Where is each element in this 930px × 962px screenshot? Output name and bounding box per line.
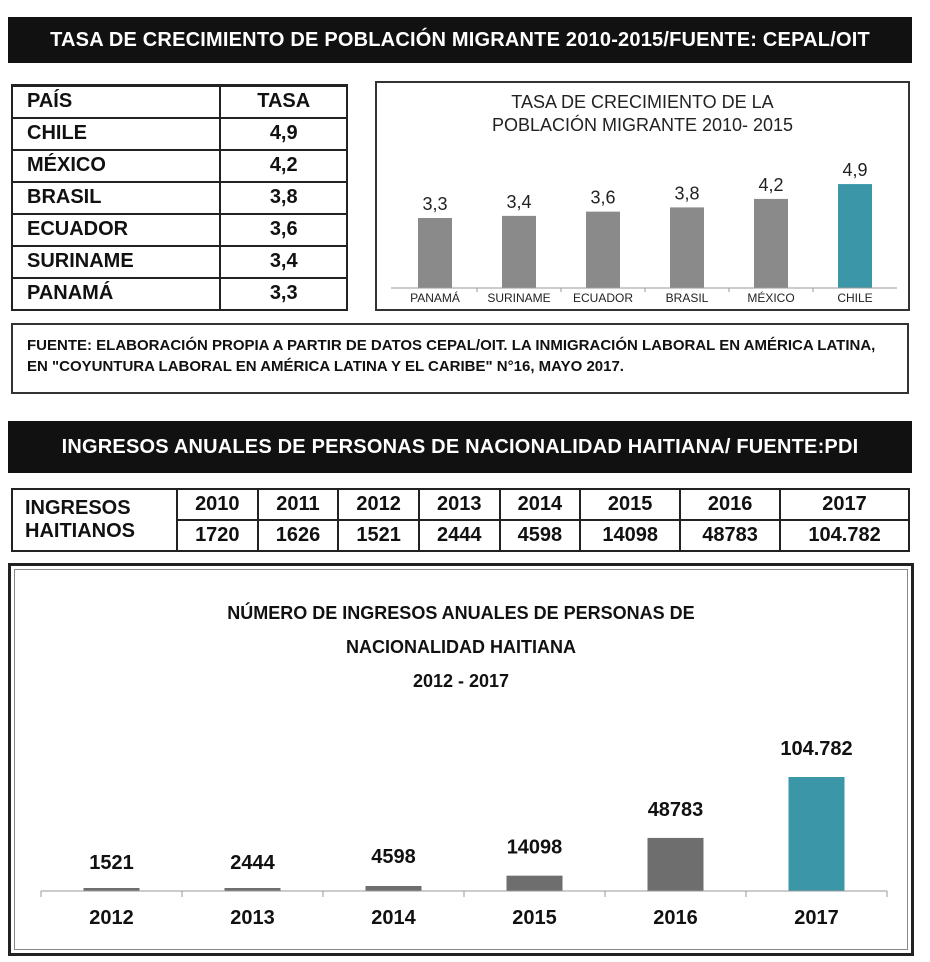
- value-cell: 1720: [176, 519, 259, 552]
- year-cell: 2012: [337, 488, 420, 521]
- country-cell: CHILE: [10, 116, 222, 151]
- bar-ecuador: [586, 211, 620, 288]
- value-cell: 1626: [256, 519, 340, 552]
- value-cell: 1521: [337, 519, 420, 552]
- x-tick-label: PANAMÁ: [410, 290, 460, 305]
- bar-chile: [838, 184, 872, 288]
- value-cell: 2444: [417, 519, 501, 552]
- source-note: FUENTE: ELABORACIÓN PROPIA A PARTIR DE D…: [11, 323, 909, 394]
- haitian-entries-table: INGRESOS HAITIANOS 2010 2011 2012 2013 2…: [11, 488, 910, 552]
- data-label: 2444: [230, 852, 275, 874]
- banner-growth-rate: TASA DE CRECIMIENTO DE POBLACIÓN MIGRANT…: [8, 17, 912, 63]
- growth-rate-chart: TASA DE CRECIMIENTO DE LA POBLACIÓN MIGR…: [375, 81, 910, 311]
- data-label: 3,4: [506, 192, 531, 212]
- table-row: ECUADOR 3,6: [10, 212, 348, 247]
- table-row: BRASIL 3,8: [10, 180, 348, 215]
- value-cell: 14098: [579, 519, 682, 552]
- year-cell: 2013: [417, 488, 501, 521]
- chart-title-line: POBLACIÓN MIGRANTE 2010- 2015: [491, 115, 794, 135]
- bar-2014: [365, 885, 422, 891]
- bar-brasil: [670, 207, 704, 288]
- table-header-row: PAÍS TASA: [10, 84, 348, 119]
- country-cell: PANAMÁ: [10, 276, 222, 311]
- x-tick-label: 2013: [230, 907, 275, 929]
- x-tick-label: CHILE: [837, 291, 872, 305]
- rate-cell: 3,8: [219, 180, 348, 215]
- bar-méxico: [754, 198, 788, 288]
- x-tick-label: MÉXICO: [747, 290, 794, 305]
- year-cell: 2016: [679, 488, 782, 521]
- year-cell: 2010: [176, 488, 259, 521]
- rate-cell: 3,6: [219, 212, 348, 247]
- data-label: 4,2: [758, 175, 783, 195]
- growth-rate-table: PAÍS TASA CHILE 4,9 MÉXICO 4,2 BRASIL 3,…: [10, 84, 348, 311]
- x-tick-label: 2014: [371, 907, 416, 929]
- chart-title: TASA DE CRECIMIENTO DE LA POBLACIÓN MIGR…: [377, 91, 908, 137]
- country-cell: ECUADOR: [10, 212, 222, 247]
- table-row: PANAMÁ 3,3: [10, 276, 348, 311]
- table-row: CHILE 4,9: [10, 116, 348, 151]
- bar-2016: [647, 837, 704, 891]
- rate-cell: 3,4: [219, 244, 348, 279]
- table-row-values: 1720 1626 1521 2444 4598 14098 48783 104…: [12, 519, 910, 552]
- year-cell: 2014: [498, 488, 582, 521]
- data-label: 1521: [89, 852, 134, 874]
- chart-title: NÚMERO DE INGRESOS ANUALES DE PERSONAS D…: [11, 596, 911, 698]
- bar-2015: [506, 875, 563, 891]
- column-header-country: PAÍS: [10, 84, 222, 119]
- data-label: 14098: [507, 837, 563, 859]
- bar-2012: [83, 888, 140, 891]
- chart-title-line: TASA DE CRECIMIENTO DE LA: [511, 92, 774, 112]
- bar-2013: [224, 888, 281, 891]
- data-label: 3,3: [422, 194, 447, 214]
- country-cell: MÉXICO: [10, 148, 222, 183]
- year-cell: 2017: [779, 488, 910, 521]
- country-cell: BRASIL: [10, 180, 222, 215]
- x-tick-label: 2017: [794, 907, 839, 929]
- haitian-entries-chart: NÚMERO DE INGRESOS ANUALES DE PERSONAS D…: [8, 563, 914, 956]
- data-label: 4,9: [842, 160, 867, 180]
- growth-rate-chart-svg: 3,3 PANAMÁ 3,4 SURINAME 3,6 ECUADOR 3,8 BRASIL 4…: [391, 160, 897, 305]
- rate-cell: 3,3: [219, 276, 348, 311]
- x-tick-label: 2012: [89, 907, 134, 929]
- bar-suriname: [502, 215, 536, 288]
- data-label: 3,8: [674, 183, 699, 203]
- country-cell: SURINAME: [10, 244, 222, 279]
- x-tick-label: SURINAME: [487, 291, 550, 305]
- bar-panamá: [418, 218, 452, 288]
- chart-title-line: NÚMERO DE INGRESOS ANUALES DE PERSONAS D…: [227, 603, 695, 623]
- chart-title-line: 2012 - 2017: [412, 671, 510, 691]
- x-tick-label: 2015: [512, 907, 557, 929]
- data-label: 3,6: [590, 188, 615, 208]
- year-cell: 2011: [256, 488, 340, 521]
- banner-haitian-entries: INGRESOS ANUALES DE PERSONAS DE NACIONAL…: [8, 421, 912, 473]
- table-row-years: INGRESOS HAITIANOS 2010 2011 2012 2013 2…: [11, 488, 910, 552]
- value-cell: 104.782: [779, 519, 910, 552]
- haitian-entries-chart-svg: 1521 2012 2444 2013 4598 2014 14098 2015 48783 20…: [40, 738, 888, 929]
- table-row: MÉXICO 4,2: [10, 148, 348, 183]
- row-label: INGRESOS HAITIANOS: [11, 488, 178, 552]
- column-header-rate: TASA: [219, 84, 348, 119]
- value-cell: 48783: [679, 519, 782, 552]
- data-label: 104.782: [780, 738, 852, 760]
- rate-cell: 4,9: [219, 116, 348, 151]
- x-tick-label: ECUADOR: [573, 291, 633, 305]
- bar-2017: [788, 777, 845, 891]
- x-tick-label: BRASIL: [666, 291, 709, 305]
- rate-cell: 4,2: [219, 148, 348, 183]
- value-cell: 4598: [498, 519, 582, 552]
- data-label: 48783: [648, 799, 704, 821]
- table-row: SURINAME 3,4: [10, 244, 348, 279]
- chart-title-line: NACIONALIDAD HAITIANA: [346, 637, 576, 657]
- x-tick-label: 2016: [653, 907, 698, 929]
- year-cell: 2015: [579, 488, 682, 521]
- data-label: 4598: [371, 846, 416, 868]
- chart-inner-frame: [14, 569, 908, 950]
